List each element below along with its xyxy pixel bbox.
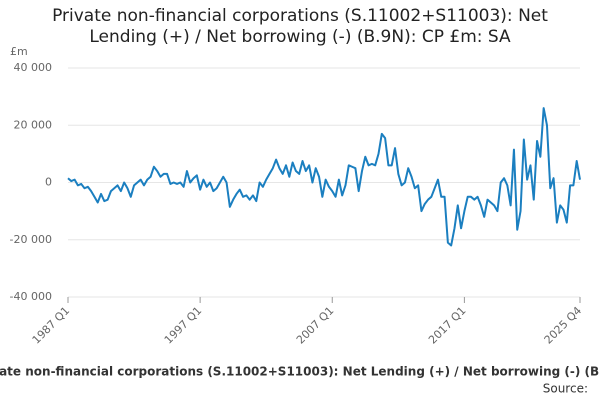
y-tick-label: 20 000: [14, 118, 53, 131]
y-tick-label: 0: [45, 176, 52, 189]
y-axis-label: £m: [10, 45, 28, 58]
source: Source:: [543, 382, 588, 396]
series-line: [67, 107, 581, 247]
x-tick-label: 1987 Q1: [30, 304, 73, 347]
x-tick-label: 1997 Q1: [162, 304, 205, 347]
x-tick-label: 2007 Q1: [294, 304, 337, 347]
legend-entry: Private non-financial corporations (S.11…: [0, 365, 600, 379]
x-tick-label: 2025 Q4: [542, 304, 585, 347]
y-tick-label: 40 000: [14, 61, 53, 74]
x-tick-label: 2017 Q1: [426, 304, 469, 347]
y-tick-label: -20 000: [10, 233, 52, 246]
y-tick-label: -40 000: [10, 290, 52, 303]
chart-title: Private non-financial corporations (S.11…: [52, 6, 548, 47]
